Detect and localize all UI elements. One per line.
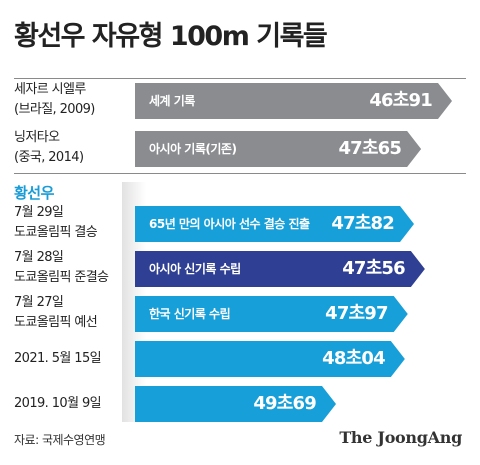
source-note: 자료: 국제수영연맹	[14, 433, 106, 447]
bar-fill	[135, 206, 415, 242]
row-label-line2: 도쿄올림픽 결승	[14, 225, 98, 240]
bar-shape	[135, 386, 336, 422]
bar-fill	[135, 296, 408, 332]
section-divider	[14, 173, 466, 174]
bar: 아시아 기록(기존) 47초65	[135, 131, 422, 167]
bar-shape	[135, 341, 405, 377]
top-divider	[14, 78, 466, 79]
bar-fill	[135, 251, 425, 287]
bar-description: 세계 기록	[149, 94, 195, 108]
bar-description: 아시아 신기록 수립	[149, 262, 241, 276]
section-title: 황선우	[14, 184, 54, 202]
row-label-line1: 7월 29일	[14, 205, 64, 220]
row-label-line2: (중국, 2014)	[14, 150, 84, 165]
bar: 한국 신기록 수립 47초97	[135, 296, 408, 332]
bar-description: 한국 신기록 수립	[149, 307, 231, 321]
row-label-line1: 7월 27일	[14, 295, 64, 310]
bar-shape	[135, 83, 452, 119]
row-label: 2021. 5월 15일	[14, 349, 102, 369]
bar-value-label: 47초97	[325, 303, 388, 324]
bar: 아시아 신기록 수립 47초56	[135, 251, 425, 287]
bar-description: 아시아 기록(기존)	[149, 142, 237, 156]
row-label: 세자르 시엘루 (브라질, 2009)	[14, 80, 95, 120]
bar-value-label: 47초65	[338, 138, 402, 159]
chart-title: 황선우 자유형 100m 기록들	[14, 21, 328, 52]
row-label-line2: (브라질, 2009)	[14, 102, 95, 117]
bar-value-label: 47초56	[342, 258, 405, 279]
row-label-line1: 7월 28일	[14, 250, 64, 265]
bar-shape	[135, 131, 422, 167]
bar-value-label: 48초04	[322, 348, 385, 369]
bar-fill	[135, 386, 336, 422]
bar-value-label: 49초69	[253, 393, 316, 414]
publisher-logo: The JoongAng	[339, 428, 462, 447]
bar-shape	[135, 296, 408, 332]
bar: 49초69	[135, 386, 336, 422]
row-label-line2: 도쿄올림픽 예선	[14, 315, 98, 330]
bar-fill	[135, 131, 422, 167]
bar-description: 65년 만의 아시아 선수 결승 진출	[149, 217, 310, 231]
bar-value-label: 47초82	[331, 213, 395, 234]
bar: 세계 기록 46초91	[135, 83, 452, 119]
bar: 65년 만의 아시아 선수 결승 진출 47초82	[135, 206, 415, 242]
bar: 48초04	[135, 341, 405, 377]
row-label-line2: 도쿄올림픽 준결승	[14, 270, 109, 285]
row-label-line1: 2019. 10월 9일	[14, 396, 102, 411]
bar-fill	[135, 83, 452, 119]
bar-shape	[135, 251, 425, 287]
bar-shape	[135, 206, 415, 242]
row-label-line1: 닝저타오	[14, 130, 60, 145]
bar-fill	[135, 341, 405, 377]
row-label-line1: 2021. 5월 15일	[14, 351, 102, 366]
bar-value-label: 46초91	[369, 90, 432, 111]
row-label: 닝저타오 (중국, 2014)	[14, 128, 84, 168]
row-label-line1: 세자르 시엘루	[14, 82, 86, 97]
row-label: 2019. 10월 9일	[14, 394, 102, 414]
